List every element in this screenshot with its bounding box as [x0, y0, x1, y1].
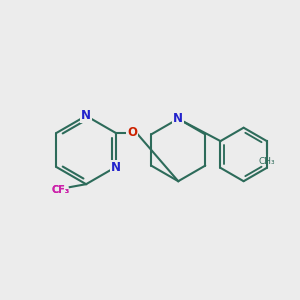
Text: N: N [173, 112, 183, 125]
Text: O: O [127, 126, 137, 140]
Text: N: N [173, 112, 183, 125]
Text: N: N [81, 109, 91, 122]
Text: N: N [111, 160, 121, 174]
Text: CF₃: CF₃ [52, 185, 70, 195]
Text: O: O [127, 126, 137, 140]
Text: N: N [111, 160, 121, 174]
Text: CF₃: CF₃ [52, 185, 70, 195]
Text: N: N [81, 109, 91, 122]
Text: CH₃: CH₃ [259, 157, 275, 166]
